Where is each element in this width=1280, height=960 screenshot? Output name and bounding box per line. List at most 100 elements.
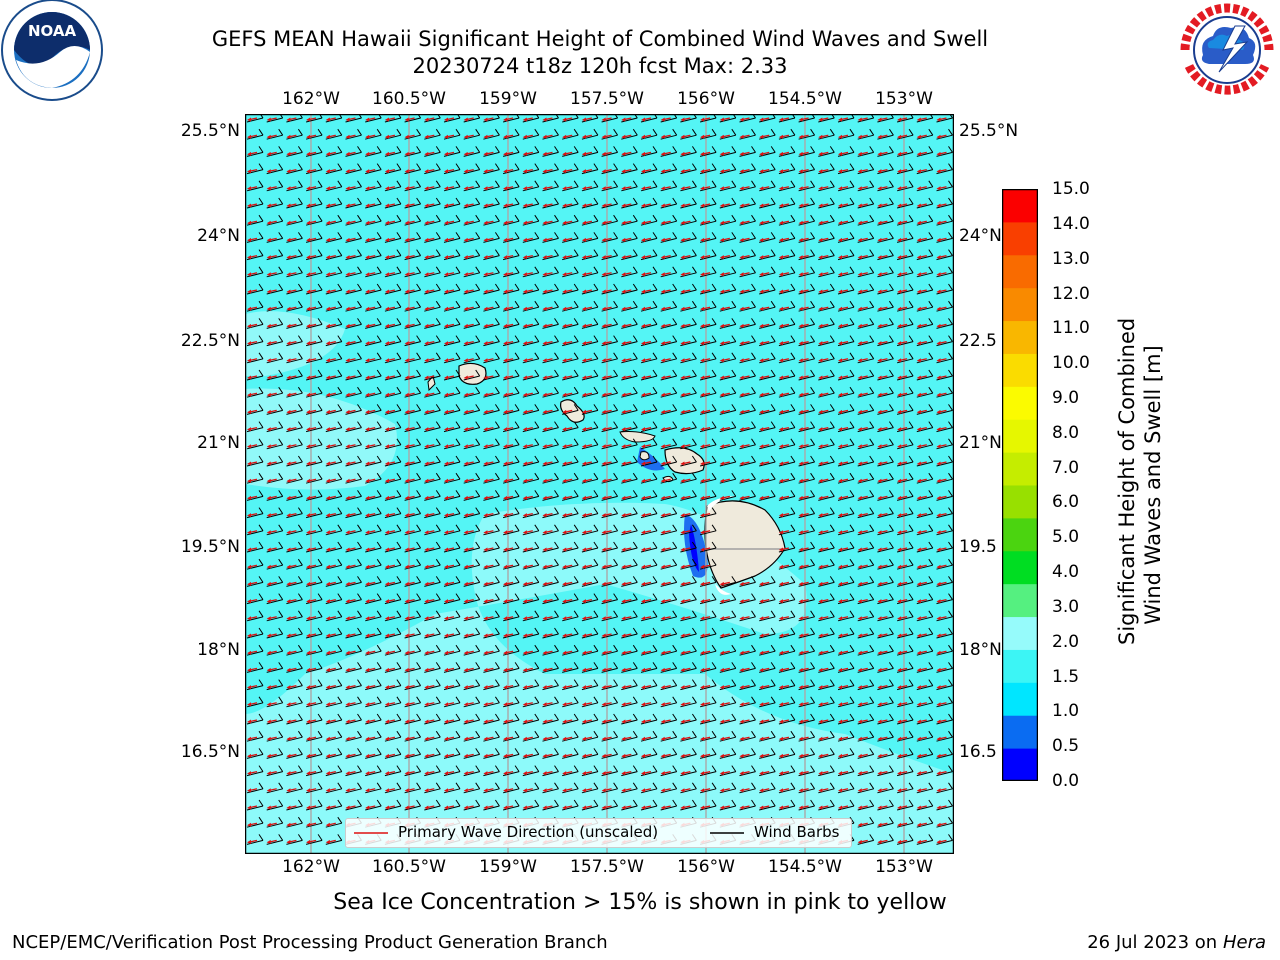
wave-arrow [424,237,435,242]
wind-barb [483,765,500,777]
wave-arrow [444,444,455,449]
wind-barb [325,404,343,415]
wind-barb [404,679,422,691]
wave-arrow [660,306,671,311]
wind-barb [266,662,284,673]
wave-arrow [897,237,908,242]
wind-barb [857,662,875,673]
colorbar-segment-11 [1002,386,1038,420]
wind-barb [739,713,756,725]
wind-barb [325,834,343,845]
wind-barb [562,438,579,450]
wind-barb [246,438,264,450]
wind-barb [621,404,638,415]
wind-barb [266,438,284,450]
wave-arrow [877,444,888,449]
wind-barb [562,128,579,140]
wind-barb [719,765,737,777]
wind-barb [483,180,500,192]
wave-arrow [581,237,593,242]
wind-barb [384,490,402,501]
wind-barb [699,576,717,587]
wave-arrow [660,237,671,242]
wind-barb [896,146,914,157]
wave-arrow [857,220,868,225]
wind-barb [896,266,914,278]
wave-arrow [503,375,514,380]
wind-barb [759,232,776,243]
wind-barb [621,524,638,536]
wind-barb [463,386,481,398]
wave-arrow [857,289,868,294]
wind-barb [640,438,658,450]
colorbar-tick-3: 3.0 [1052,597,1080,617]
wind-barb [443,438,461,450]
wave-arrow [641,409,652,414]
wind-barb [680,128,697,140]
wind-barb [778,369,796,381]
wind-barb [818,318,835,329]
wind-barb [759,644,776,656]
wind-barb [798,214,816,226]
wind-barb [818,782,835,794]
wind-barb [483,455,500,467]
wave-arrow [404,461,415,466]
wave-arrow [463,151,474,156]
wind-barb [562,386,579,398]
wave-arrow [641,134,652,139]
wave-arrow [936,272,947,277]
wind-barb [305,300,323,312]
wind-barb [562,180,579,192]
wind-barb [266,679,284,691]
wind-barb [759,799,776,811]
wind-barb [562,730,579,742]
wind-barb [759,300,776,312]
wind-barb [522,576,540,587]
wave-arrow [483,358,494,363]
wind-barb [798,610,816,622]
wind-barb [345,386,362,398]
wave-arrow [641,168,652,174]
wave-arrow [798,444,809,449]
wind-barb [818,214,835,226]
wave-arrow [247,375,258,380]
wind-barb [443,335,461,347]
wave-arrow [759,461,770,466]
wind-barb [699,386,717,398]
wave-arrow [916,409,927,414]
wave-arrow [542,444,553,449]
wind-barb [384,541,402,553]
wind-barb [857,765,875,777]
wave-arrow [778,461,790,466]
wave-arrow [778,323,790,328]
wind-barb [305,696,323,708]
wind-barb [660,576,678,587]
wind-barb [286,765,303,777]
wind-barb [896,834,914,845]
wind-barb [325,214,343,226]
wind-barb [660,507,678,519]
wave-arrow [345,134,356,139]
wave-arrow [483,117,494,122]
wind-barb [286,541,303,553]
wind-barb [483,713,500,725]
wind-barb [857,576,875,587]
wind-barb [680,748,697,759]
wave-arrow [838,375,849,380]
wind-barb [759,404,776,415]
wind-barb [305,369,323,381]
wind-barb [365,748,382,759]
wave-arrow [384,323,396,328]
wave-arrow [306,272,317,277]
wave-arrow [641,186,652,191]
wind-barb [562,421,579,433]
wave-arrow [719,134,730,139]
wave-arrow [404,289,415,294]
wind-barb [246,128,264,140]
wind-barb [640,679,658,691]
wind-barb [660,438,678,450]
wind-barb [818,576,835,587]
wave-arrow [424,186,435,191]
wind-barb [305,662,323,673]
wave-arrow [325,186,336,191]
